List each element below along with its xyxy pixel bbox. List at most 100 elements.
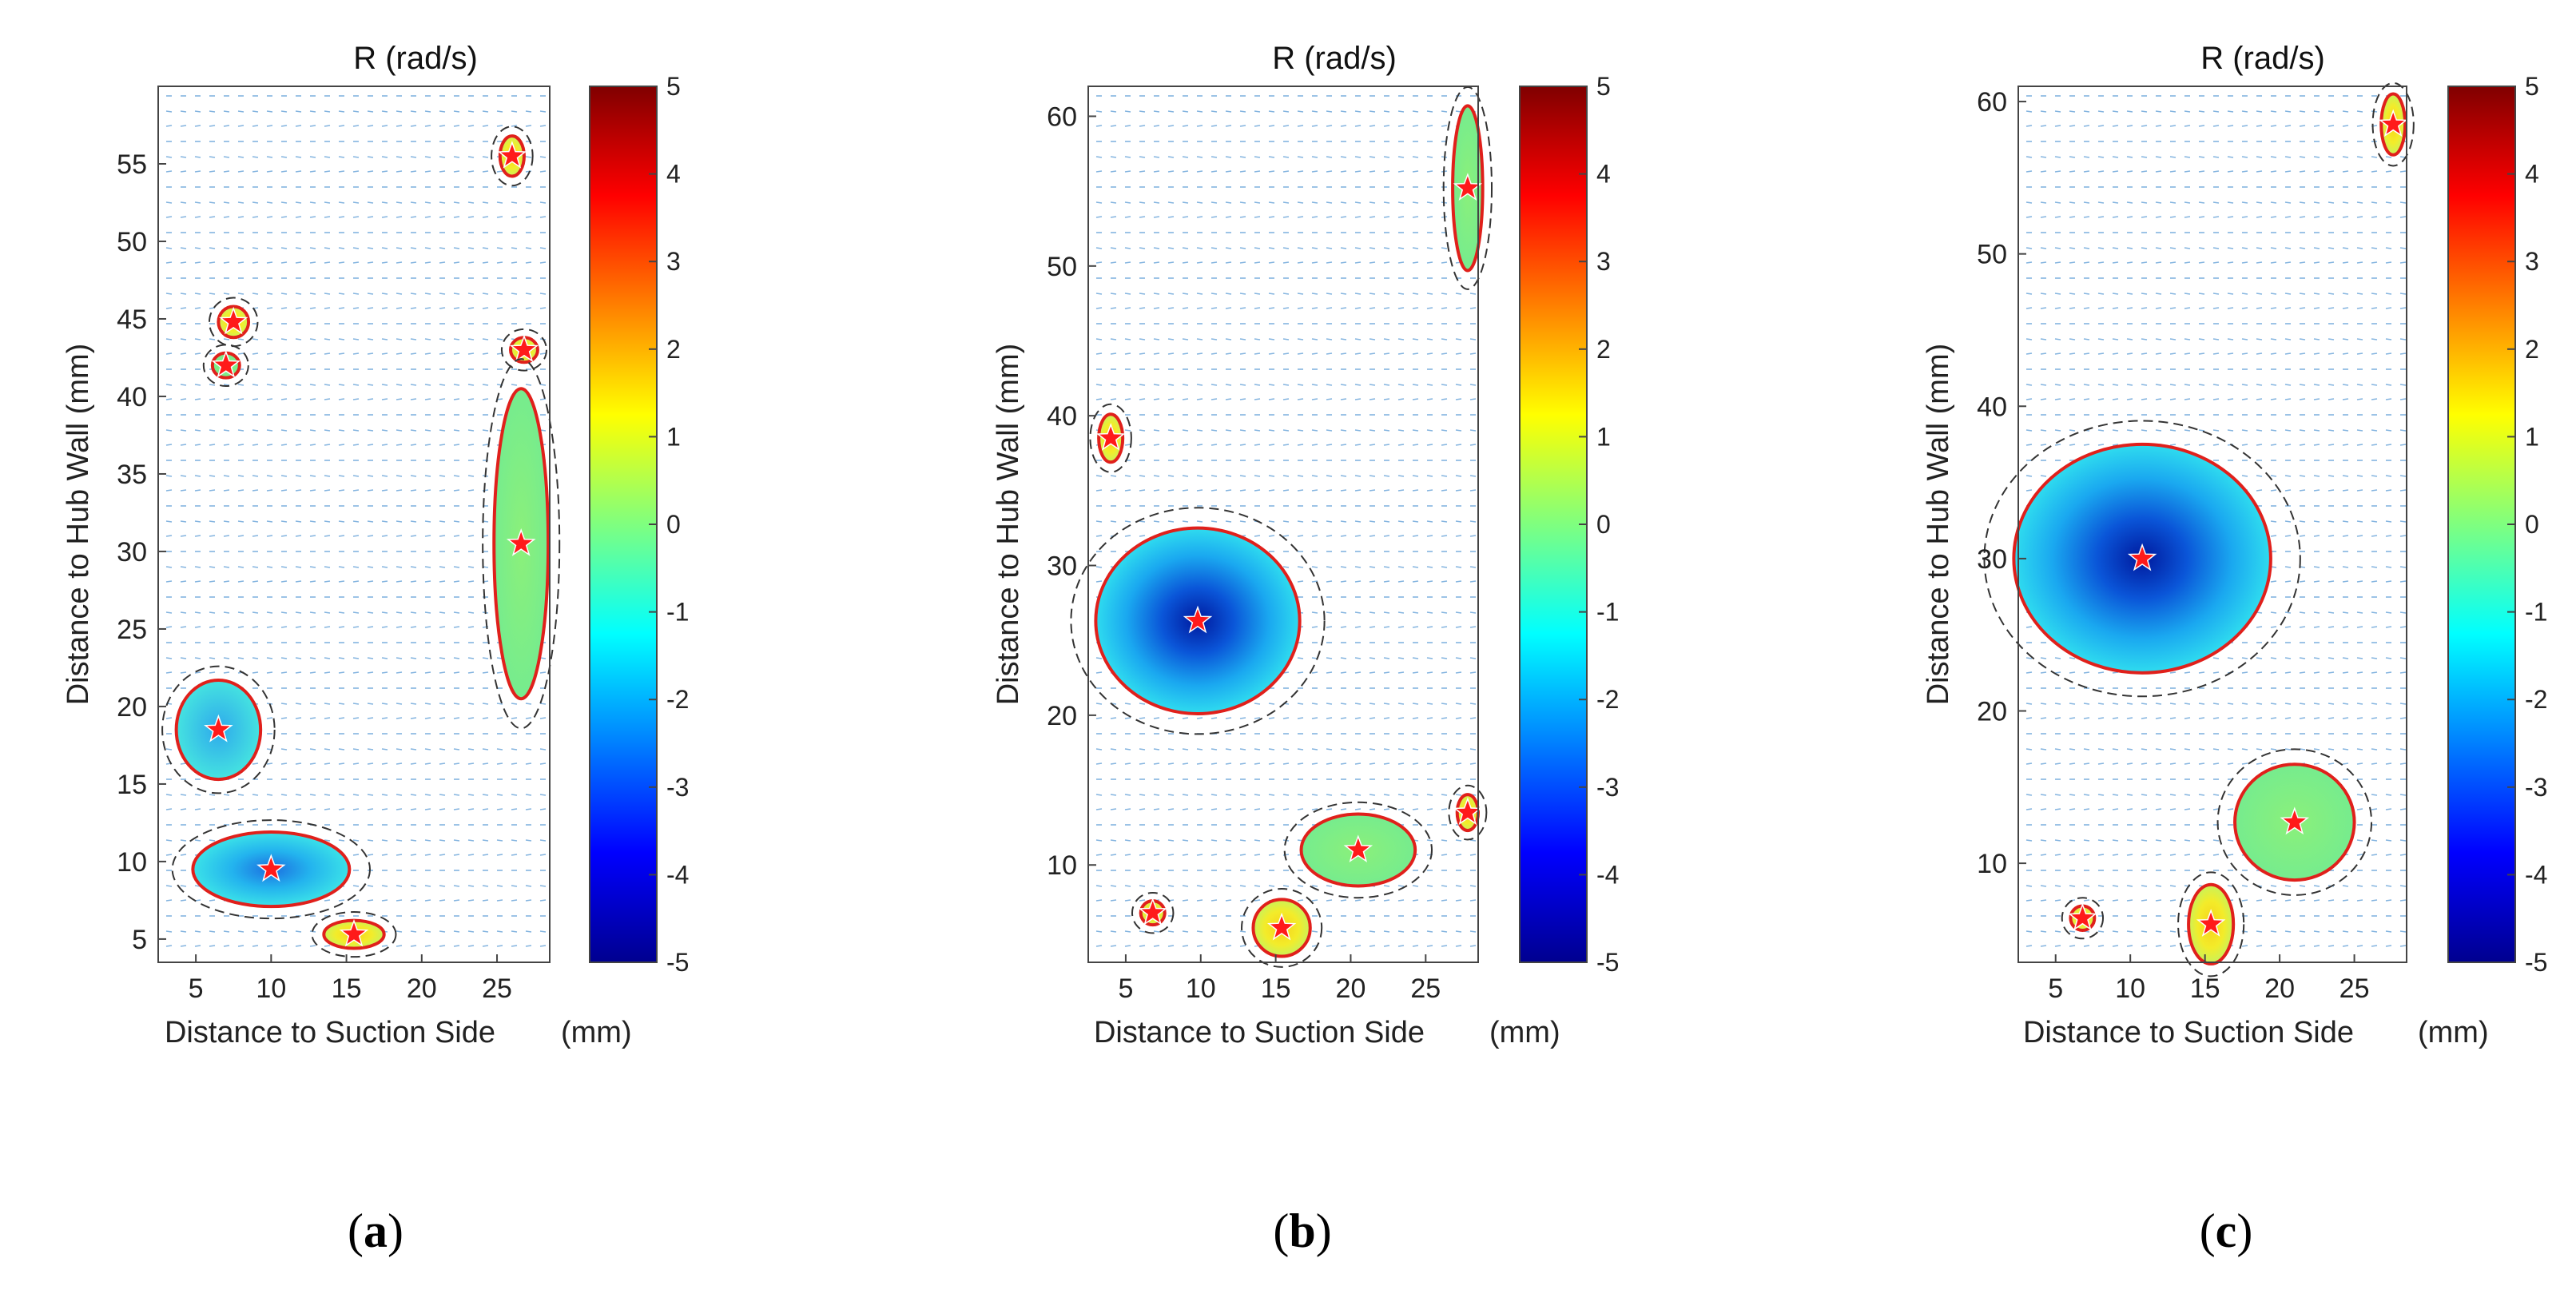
colorbar	[2447, 86, 2516, 963]
vortex-center-star	[509, 334, 539, 363]
vector-arrow	[266, 398, 273, 400]
vector-arrow	[1182, 338, 1189, 340]
vortex-center-star	[211, 350, 241, 378]
vector-arrow	[511, 293, 518, 295]
vector-arrow	[1110, 748, 1117, 751]
vector-arrow	[1426, 444, 1433, 446]
vector-arrow	[1369, 703, 1376, 705]
vector-arrow	[309, 794, 316, 796]
vector-arrow	[223, 170, 230, 173]
vector-arrow	[165, 338, 173, 340]
vector-arrow	[1254, 444, 1261, 446]
vector-arrow	[1383, 338, 1390, 340]
vector-arrow	[2054, 444, 2061, 446]
vector-arrow	[280, 201, 288, 204]
vector-arrow	[2399, 580, 2407, 583]
vector-arrow	[2083, 717, 2090, 719]
vector-arrow	[2069, 794, 2076, 796]
vector-arrow	[2299, 520, 2306, 523]
vector-arrow	[2083, 170, 2090, 173]
vector-arrow	[1153, 794, 1160, 796]
vector-arrow	[1383, 170, 1390, 173]
vector-arrow	[324, 110, 331, 113]
vector-arrow	[324, 489, 331, 492]
vector-arrow	[1268, 717, 1275, 719]
colorbar-tick-label: 4	[2525, 160, 2539, 189]
vector-arrow	[1326, 520, 1333, 523]
vector-arrow	[367, 444, 374, 446]
vector-arrow	[1326, 671, 1333, 674]
vector-arrow	[2169, 762, 2176, 765]
vector-arrow	[1469, 338, 1477, 340]
vector-arrow	[2227, 110, 2234, 113]
vector-arrow	[352, 293, 360, 295]
vector-arrow	[295, 384, 302, 386]
vector-arrow	[2025, 703, 2033, 705]
vector-arrow	[1412, 307, 1419, 309]
vector-arrow	[2342, 520, 2349, 523]
plot-area	[1088, 86, 1478, 962]
vector-arrow	[2069, 352, 2076, 355]
vector-arrow	[2328, 352, 2335, 355]
vector-arrow	[467, 580, 475, 583]
vector-arrow	[1254, 398, 1261, 400]
colorbar-tick-label: 4	[666, 160, 681, 189]
vector-arrow	[1167, 717, 1175, 719]
vector-arrow	[1167, 794, 1175, 796]
vector-arrow	[2198, 352, 2205, 355]
vector-arrow	[1268, 307, 1275, 309]
vector-arrow	[295, 170, 302, 173]
vector-arrow	[2313, 899, 2320, 902]
vector-arrow	[2356, 398, 2363, 400]
vector-arrow	[1239, 110, 1246, 113]
vector-arrow	[1110, 930, 1117, 933]
vector-arrow	[1282, 717, 1290, 719]
vector-arrow	[2342, 398, 2349, 400]
vector-arrow	[496, 247, 503, 249]
vector-arrow	[1311, 762, 1318, 765]
vector-arrow	[2227, 125, 2234, 127]
vector-arrow	[252, 125, 259, 127]
y-tick-label: 50	[117, 227, 147, 257]
vector-arrow	[2054, 201, 2061, 204]
vector-arrow	[2040, 384, 2047, 386]
vector-arrow	[1311, 611, 1318, 614]
vector-arrow	[209, 489, 216, 492]
vector-arrow	[2155, 398, 2162, 400]
vector-arrow	[1326, 338, 1333, 340]
vector-arrow	[266, 611, 273, 614]
vector-arrow	[2040, 125, 2047, 127]
vector-arrow	[2241, 384, 2248, 386]
vector-arrow	[1196, 930, 1203, 933]
vector-arrow	[525, 762, 532, 765]
vector-arrow	[1397, 201, 1405, 204]
vector-arrow	[1441, 384, 1448, 386]
y-axis-label: Distance to Hub Wall (mm)	[1922, 344, 1955, 706]
vector-arrow	[1311, 384, 1318, 386]
vector-arrow	[1139, 398, 1146, 400]
vector-arrow	[2198, 293, 2205, 295]
vector-arrow	[2184, 839, 2191, 842]
vector-arrow	[180, 808, 187, 810]
vector-arrow	[1426, 748, 1433, 751]
vector-arrow	[1282, 762, 1290, 765]
vector-arrow	[1412, 444, 1419, 446]
vector-arrow	[1426, 611, 1433, 614]
vector-arrow	[1268, 170, 1275, 173]
vector-arrow	[2212, 671, 2220, 674]
vector-arrow	[467, 110, 475, 113]
vector-arrow	[280, 657, 288, 659]
vector-arrow	[2356, 429, 2363, 432]
vector-arrow	[2083, 808, 2090, 810]
vector-arrow	[1254, 703, 1261, 705]
vector-arrow	[1095, 170, 1103, 173]
vector-arrow	[1326, 444, 1333, 446]
colorbar-tick-label: 3	[666, 247, 681, 276]
vector-arrow	[280, 611, 288, 614]
vector-arrow	[439, 307, 446, 309]
vector-arrow	[2356, 444, 2363, 446]
vector-arrow	[2155, 261, 2162, 264]
vector-arrow	[1369, 489, 1376, 492]
vector-arrow	[2385, 293, 2392, 295]
